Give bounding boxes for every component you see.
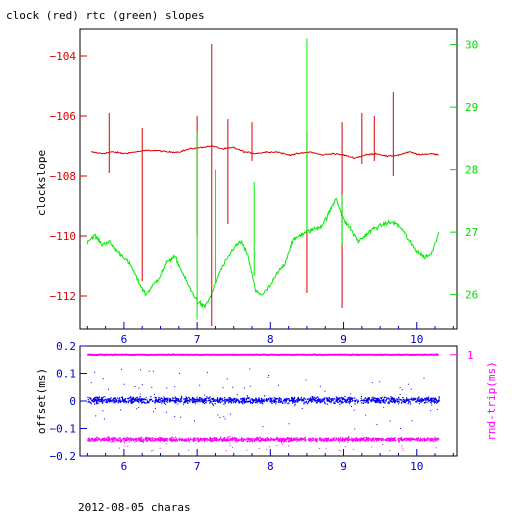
slopes-right-tick-label: 28 (465, 164, 478, 177)
offset-left-axis: 0.2 0.1 0 −0.1 −0.2 (50, 340, 87, 463)
slopes-chart: clockslope −104 −106 −108 −110 −112 30 29 28 27… (35, 28, 478, 346)
slopes-left-tick-label: −108 (50, 170, 77, 183)
rnd-trip-baseline (87, 353, 439, 357)
slopes-right-tick-label: 30 (465, 39, 478, 52)
slopes-plot-frame (79, 28, 458, 330)
rnd-trip-tick-label: 1 (467, 349, 474, 362)
slopes-left-tick-label: −112 (50, 290, 77, 303)
slopes-marks (86, 38, 440, 326)
slopes-x-tick-label: 7 (194, 333, 201, 346)
figure-footer: 2012-08-05 charas (78, 501, 191, 512)
rnd-trip-y-axis-label: rnd-trip(ms) (485, 361, 498, 440)
clock-series-line (90, 144, 439, 160)
offset-marks (87, 353, 440, 452)
slopes-x-tick-label: 9 (340, 333, 347, 346)
slopes-x-axis: 6 7 8 9 10 (86, 322, 454, 346)
slopes-left-tick-label: −110 (50, 230, 77, 243)
rtc-series-line (86, 197, 440, 310)
offset-x-tick-label: 9 (340, 460, 347, 473)
rnd-trip-outlier-points (118, 440, 437, 452)
slopes-x-tick-label: 10 (410, 333, 423, 346)
slopes-right-axis: 30 29 28 27 26 (450, 39, 478, 302)
offset-y-axis-label: offset(ms) (35, 368, 48, 434)
slopes-y-axis-label: clockslope (35, 150, 48, 216)
offset-left-tick-label: −0.2 (50, 450, 77, 463)
offset-points (87, 395, 440, 406)
offset-left-tick-label: −0.1 (50, 423, 77, 436)
offset-x-tick-label: 8 (267, 460, 274, 473)
rnd-trip-points (87, 436, 440, 443)
offset-left-tick-label: 0.1 (56, 368, 76, 381)
slopes-right-tick-label: 29 (465, 101, 478, 114)
slopes-left-axis: −104 −106 −108 −110 −112 (50, 50, 87, 303)
offset-chart: offset(ms) rnd-trip(ms) 0.20.10−0.1−0.2 … (35, 340, 498, 473)
offset-left-tick-label: 0.2 (56, 340, 76, 353)
slopes-x-tick-label: 6 (121, 333, 128, 346)
offset-x-tick-label: 6 (121, 460, 128, 473)
slopes-x-tick-label: 8 (267, 333, 274, 346)
offset-right-axis: 1 (450, 349, 474, 362)
slopes-right-tick-label: 27 (465, 226, 478, 239)
slopes-left-tick-label: −104 (50, 50, 77, 63)
figure-title: clock (red) rtc (green) slopes (6, 9, 205, 22)
offset-x-tick-label: 7 (194, 460, 201, 473)
offset-x-tick-label: 10 (410, 460, 423, 473)
offset-x-axis: 6 7 8 9 10 (86, 449, 454, 473)
slopes-left-tick-label: −106 (50, 110, 77, 123)
offset-left-tick-label: 0 (69, 395, 76, 408)
slopes-right-tick-label: 26 (465, 289, 478, 302)
